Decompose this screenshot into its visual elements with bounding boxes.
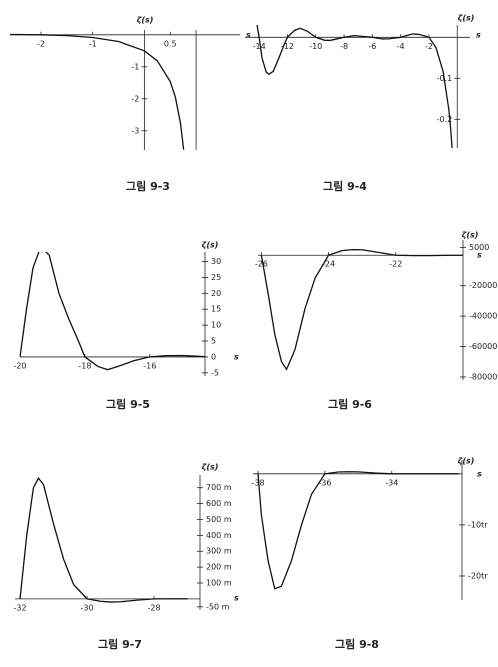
x-tick-label: -8 [340,42,348,51]
y-tick-label: 0 [211,352,216,361]
y-tick-label: -50 m [206,602,230,611]
y-tick-label: 200 m [206,563,232,572]
curve [257,471,459,590]
x-tick-label: -34 [385,478,398,487]
x-tick-label: -32 [13,603,26,612]
y-tick-label: 30 [211,257,221,266]
x-axis-label: s [246,31,251,40]
x-tick-label: -38 [251,478,264,487]
y-tick-label: 500 m [206,515,232,524]
curve [20,252,205,371]
y-axis-label: ζ(s) [462,231,479,240]
x-tick-label: -30 [81,603,94,612]
x-tick-label: -10 [309,42,322,51]
x-tick-label: -18 [78,361,91,370]
y-tick-label: -2 [131,94,139,103]
y-tick-label: 20 [211,289,221,298]
x-axis-label: s [477,470,482,479]
y-tick-label: 600 m [206,499,232,508]
x-tick-label: -6 [368,42,376,51]
x-tick-label: -36 [318,478,331,487]
caption: 그림 9-4 [323,180,367,193]
x-tick-label: -20 [13,361,26,370]
y-tick-label: -20tr [468,571,488,580]
y-tick-label: -40000 [469,312,497,321]
y-tick-label: 10 [211,321,221,330]
x-tick-label: -24 [322,260,335,269]
curve [260,248,463,371]
caption: 그림 9-5 [106,398,150,411]
y-tick-label: 700 m [206,483,232,492]
y-tick-label: 5 [211,337,216,346]
y-tick-label: 5000 [469,243,489,252]
x-tick-label: -14 [253,42,266,51]
x-tick-label: 0.5 [164,39,177,48]
y-tick-label: -10tr [468,520,488,529]
y-tick-label: -5 [211,368,219,377]
y-tick-label: -1 [131,62,139,71]
curve [10,33,185,150]
x-axis-label: s [477,251,482,260]
curve [256,25,453,148]
x-tick-label: -2 [37,39,45,48]
x-tick-label: -26 [255,260,268,269]
caption: 그림 9-3 [126,180,170,193]
x-tick-label: -2 [425,42,433,51]
x-tick-label: -1 [89,39,97,48]
x-tick-label: -12 [281,42,294,51]
caption: 그림 9-8 [335,638,379,651]
x-tick-label: -28 [148,603,161,612]
y-tick-label: -60000 [469,342,497,351]
y-tick-label: -80000 [469,372,497,381]
caption: 그림 9-7 [98,638,142,651]
y-tick-label: 400 m [206,531,232,540]
curve [19,476,188,603]
y-axis-label: ζ(s) [458,457,475,466]
caption: 그림 9-6 [328,398,372,411]
y-axis-label: ζ(s) [202,463,219,472]
y-tick-label: 100 m [206,579,232,588]
y-tick-label: 15 [211,305,221,314]
y-axis-label: ζ(s) [202,241,219,250]
x-axis-label: s [234,594,239,603]
y-tick-label: -20000 [469,281,497,290]
x-tick-label: -22 [389,260,402,269]
y-axis-label: ζ(s) [137,16,154,25]
y-tick-label: 300 m [206,547,232,556]
x-tick-label: -16 [143,361,156,370]
x-axis-label: s [476,31,481,40]
y-tick-label: 25 [211,273,221,282]
y-tick-label: -3 [131,126,139,135]
x-axis-label: s [234,353,239,362]
y-axis-label: ζ(s) [458,14,475,23]
x-tick-label: -4 [397,42,405,51]
y-tick-label: -0.2 [437,115,453,124]
